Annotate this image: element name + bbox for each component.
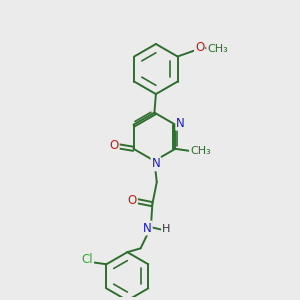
Text: O: O xyxy=(195,41,204,55)
Text: O: O xyxy=(128,194,137,207)
Text: H: H xyxy=(162,224,170,235)
Text: CH₃: CH₃ xyxy=(190,146,211,156)
Text: Cl: Cl xyxy=(82,253,93,266)
Text: N: N xyxy=(176,117,185,130)
Text: N: N xyxy=(152,157,160,170)
Text: O: O xyxy=(110,140,119,152)
Text: CH₃: CH₃ xyxy=(207,44,228,54)
Text: N: N xyxy=(143,221,152,235)
